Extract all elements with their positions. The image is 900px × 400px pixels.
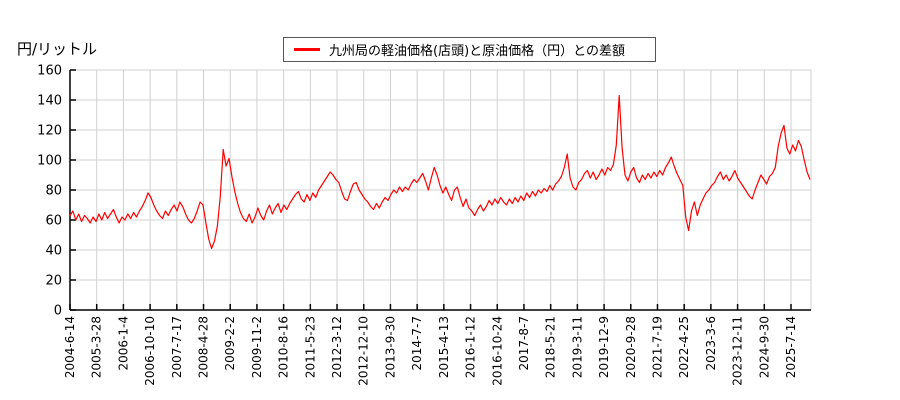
x-axis-tick-label: 2021-7-19	[650, 316, 664, 378]
x-axis-tick-label: 2008-4-28	[197, 316, 211, 378]
y-axis-tick-label: 100	[37, 154, 62, 169]
x-axis-tick-label: 2019-12-9	[597, 316, 611, 378]
x-axis-tick-label: 2009-11-2	[250, 316, 264, 378]
y-axis-tick-label: 160	[37, 64, 62, 79]
x-axis-tick-label: 2011-5-23	[303, 316, 317, 378]
x-axis-tick-label: 2004-6-14	[63, 316, 77, 378]
x-axis-tick-label: 2012-12-10	[357, 316, 371, 386]
x-axis-tick-label: 2006-10-10	[143, 316, 157, 386]
x-axis-tick-label: 2009-2-2	[223, 316, 237, 370]
x-axis-tick-label: 2012-3-12	[330, 316, 344, 378]
x-axis-tick-label: 2006-1-4	[116, 316, 130, 370]
x-axis-tick-label: 2023-12-11	[731, 316, 745, 386]
y-axis-tick-label: 80	[45, 184, 62, 199]
x-axis-tick-label: 2024-9-30	[757, 316, 771, 378]
y-axis-tick-label: 20	[45, 274, 62, 289]
legend-line-swatch	[294, 48, 320, 51]
x-axis-tick-label: 2005-3-28	[90, 316, 104, 378]
y-axis-tick-label: 60	[45, 214, 62, 229]
x-axis-tick-label: 2018-5-21	[544, 316, 558, 378]
legend: 九州局の軽油価格(店頭)と原油価格（円）との差額	[283, 37, 656, 62]
x-axis-tick-label: 2013-9-30	[383, 316, 397, 378]
x-axis-tick-label: 2014-7-7	[410, 316, 424, 370]
x-axis-tick-label: 2010-8-16	[277, 316, 291, 378]
x-axis-tick-label: 2017-8-7	[517, 316, 531, 370]
x-axis-tick-label: 2020-9-28	[624, 316, 638, 378]
x-axis-tick-label: 2023-3-6	[704, 316, 718, 370]
x-axis-tick-label: 2015-4-13	[437, 316, 451, 378]
x-axis-tick-label: 2025-7-14	[784, 316, 798, 378]
y-axis-tick-label: 0	[54, 304, 62, 319]
x-axis-tick-label: 2007-7-17	[170, 316, 184, 378]
x-axis-tick-label: 2019-3-11	[570, 316, 584, 378]
y-axis-tick-label: 120	[37, 124, 62, 139]
y-axis-unit-label: 円/リットル	[17, 40, 98, 58]
x-axis-tick-label: 2016-10-24	[490, 316, 504, 386]
y-axis-tick-label: 40	[45, 244, 62, 259]
x-axis-tick-label: 2016-1-12	[464, 316, 478, 378]
x-axis-tick-label: 2022-4-25	[677, 316, 691, 378]
y-axis-tick-label: 140	[37, 94, 62, 109]
legend-series-label: 九州局の軽油価格(店頭)と原油価格（円）との差額	[329, 44, 626, 59]
price-difference-line	[69, 94, 811, 250]
